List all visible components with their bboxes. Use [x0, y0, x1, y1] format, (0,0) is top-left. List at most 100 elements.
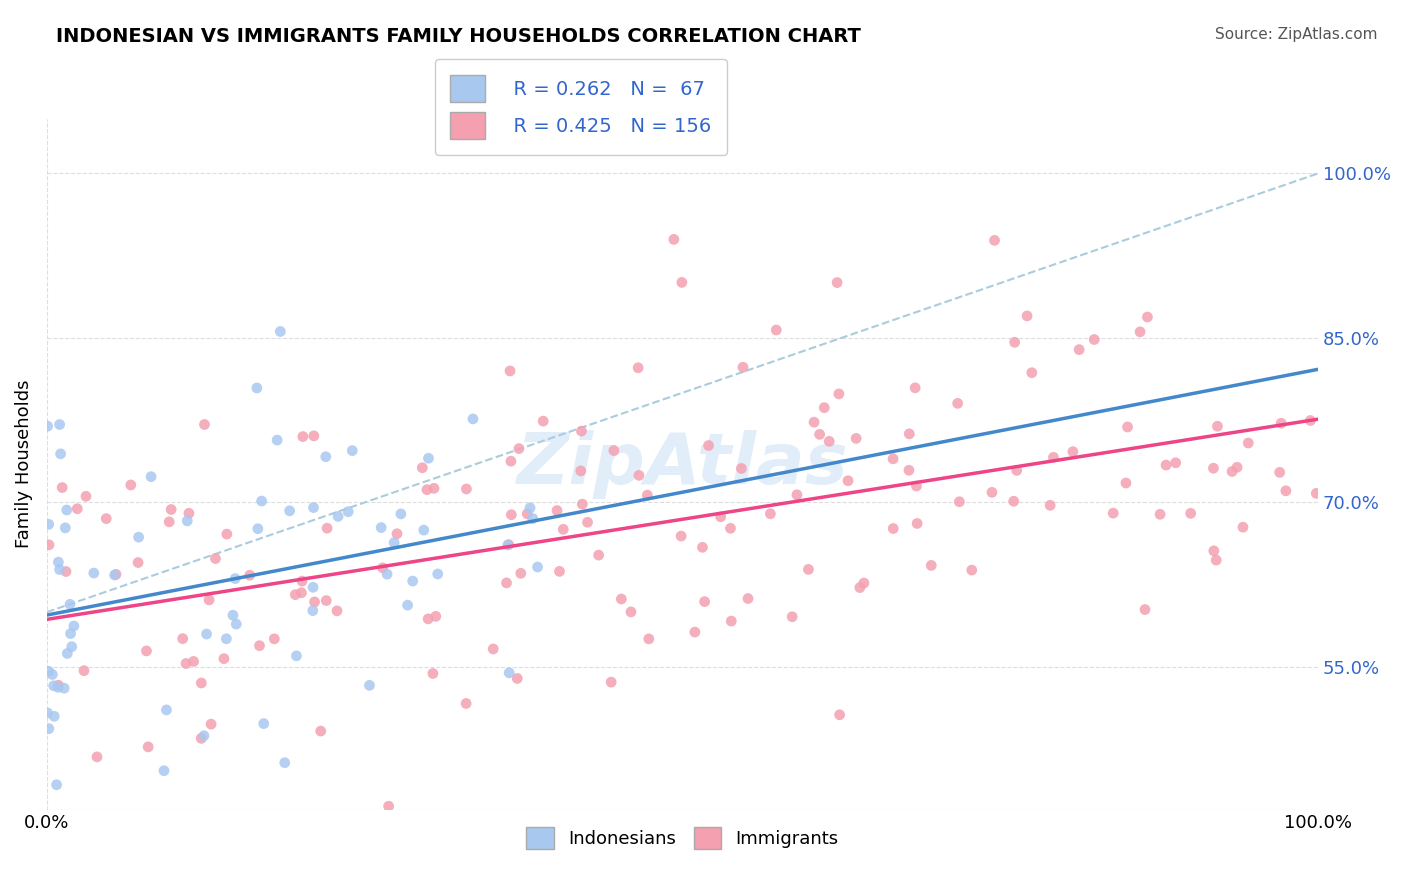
Point [803, 415, 825, 429]
Point [38, 722, 60, 736]
Point [309, 724, 332, 739]
Point [412, 523, 434, 537]
Point [51, 481, 73, 495]
Point [496, 538, 519, 552]
Point [516, 507, 538, 521]
Point [278, 504, 301, 518]
Point [499, 454, 522, 468]
Point [200, 717, 222, 731]
Point [1202, 544, 1225, 558]
Point [55, 503, 77, 517]
Point [946, 396, 969, 410]
Point [509, 566, 531, 581]
Legend:   R = 0.262   N =  67,   R = 0.425   N = 156: R = 0.262 N = 67, R = 0.425 N = 156 [434, 59, 727, 155]
Point [266, 433, 288, 447]
Point [215, 527, 238, 541]
Point [302, 500, 325, 515]
Point [636, 488, 658, 502]
Point [302, 580, 325, 594]
Point [461, 412, 484, 426]
Point [1005, 463, 1028, 477]
Point [222, 608, 245, 623]
Point [104, 568, 127, 582]
Point [326, 509, 349, 524]
Point [548, 565, 571, 579]
Point [1004, 335, 1026, 350]
Point [246, 522, 269, 536]
Point [637, 632, 659, 646]
Point [1133, 602, 1156, 616]
Point [155, 703, 177, 717]
Point [1164, 456, 1187, 470]
Point [422, 666, 444, 681]
Point [818, 434, 841, 449]
Point [127, 556, 149, 570]
Point [304, 595, 326, 609]
Point [882, 522, 904, 536]
Point [253, 716, 276, 731]
Point [56, 647, 79, 661]
Point [426, 566, 449, 581]
Point [425, 609, 447, 624]
Point [1268, 466, 1291, 480]
Point [48, 417, 70, 432]
Point [1062, 444, 1084, 458]
Point [402, 574, 425, 588]
Point [1206, 419, 1229, 434]
Point [225, 617, 247, 632]
Point [75, 489, 97, 503]
Point [519, 500, 541, 515]
Point [456, 697, 478, 711]
Point [531, 414, 554, 428]
Point [1202, 461, 1225, 475]
Point [1116, 420, 1139, 434]
Point [571, 424, 593, 438]
Point [498, 538, 520, 552]
Point [48, 555, 70, 569]
Point [385, 526, 408, 541]
Point [627, 360, 650, 375]
Point [416, 483, 439, 497]
Point [375, 567, 398, 582]
Point [128, 530, 150, 544]
Point [269, 325, 291, 339]
Point [204, 551, 226, 566]
Point [48, 563, 70, 577]
Point [105, 567, 128, 582]
Point [315, 450, 337, 464]
Point [905, 516, 928, 531]
Point [569, 464, 592, 478]
Point [898, 426, 921, 441]
Point [693, 594, 716, 608]
Point [315, 593, 337, 607]
Point [526, 560, 548, 574]
Point [301, 604, 323, 618]
Point [284, 588, 307, 602]
Point [291, 429, 314, 443]
Point [498, 665, 520, 680]
Point [212, 651, 235, 665]
Point [852, 576, 875, 591]
Point [813, 401, 835, 415]
Point [683, 625, 706, 640]
Point [239, 568, 262, 582]
Point [627, 468, 650, 483]
Point [482, 642, 505, 657]
Point [808, 427, 831, 442]
Point [198, 593, 221, 607]
Point [193, 417, 215, 432]
Point [720, 521, 742, 535]
Point [897, 463, 920, 477]
Point [1102, 506, 1125, 520]
Point [571, 497, 593, 511]
Point [250, 494, 273, 508]
Point [759, 507, 782, 521]
Point [326, 604, 349, 618]
Point [780, 609, 803, 624]
Point [1237, 436, 1260, 450]
Point [224, 572, 246, 586]
Point [337, 505, 360, 519]
Point [849, 581, 872, 595]
Point [153, 764, 176, 778]
Point [1136, 310, 1159, 324]
